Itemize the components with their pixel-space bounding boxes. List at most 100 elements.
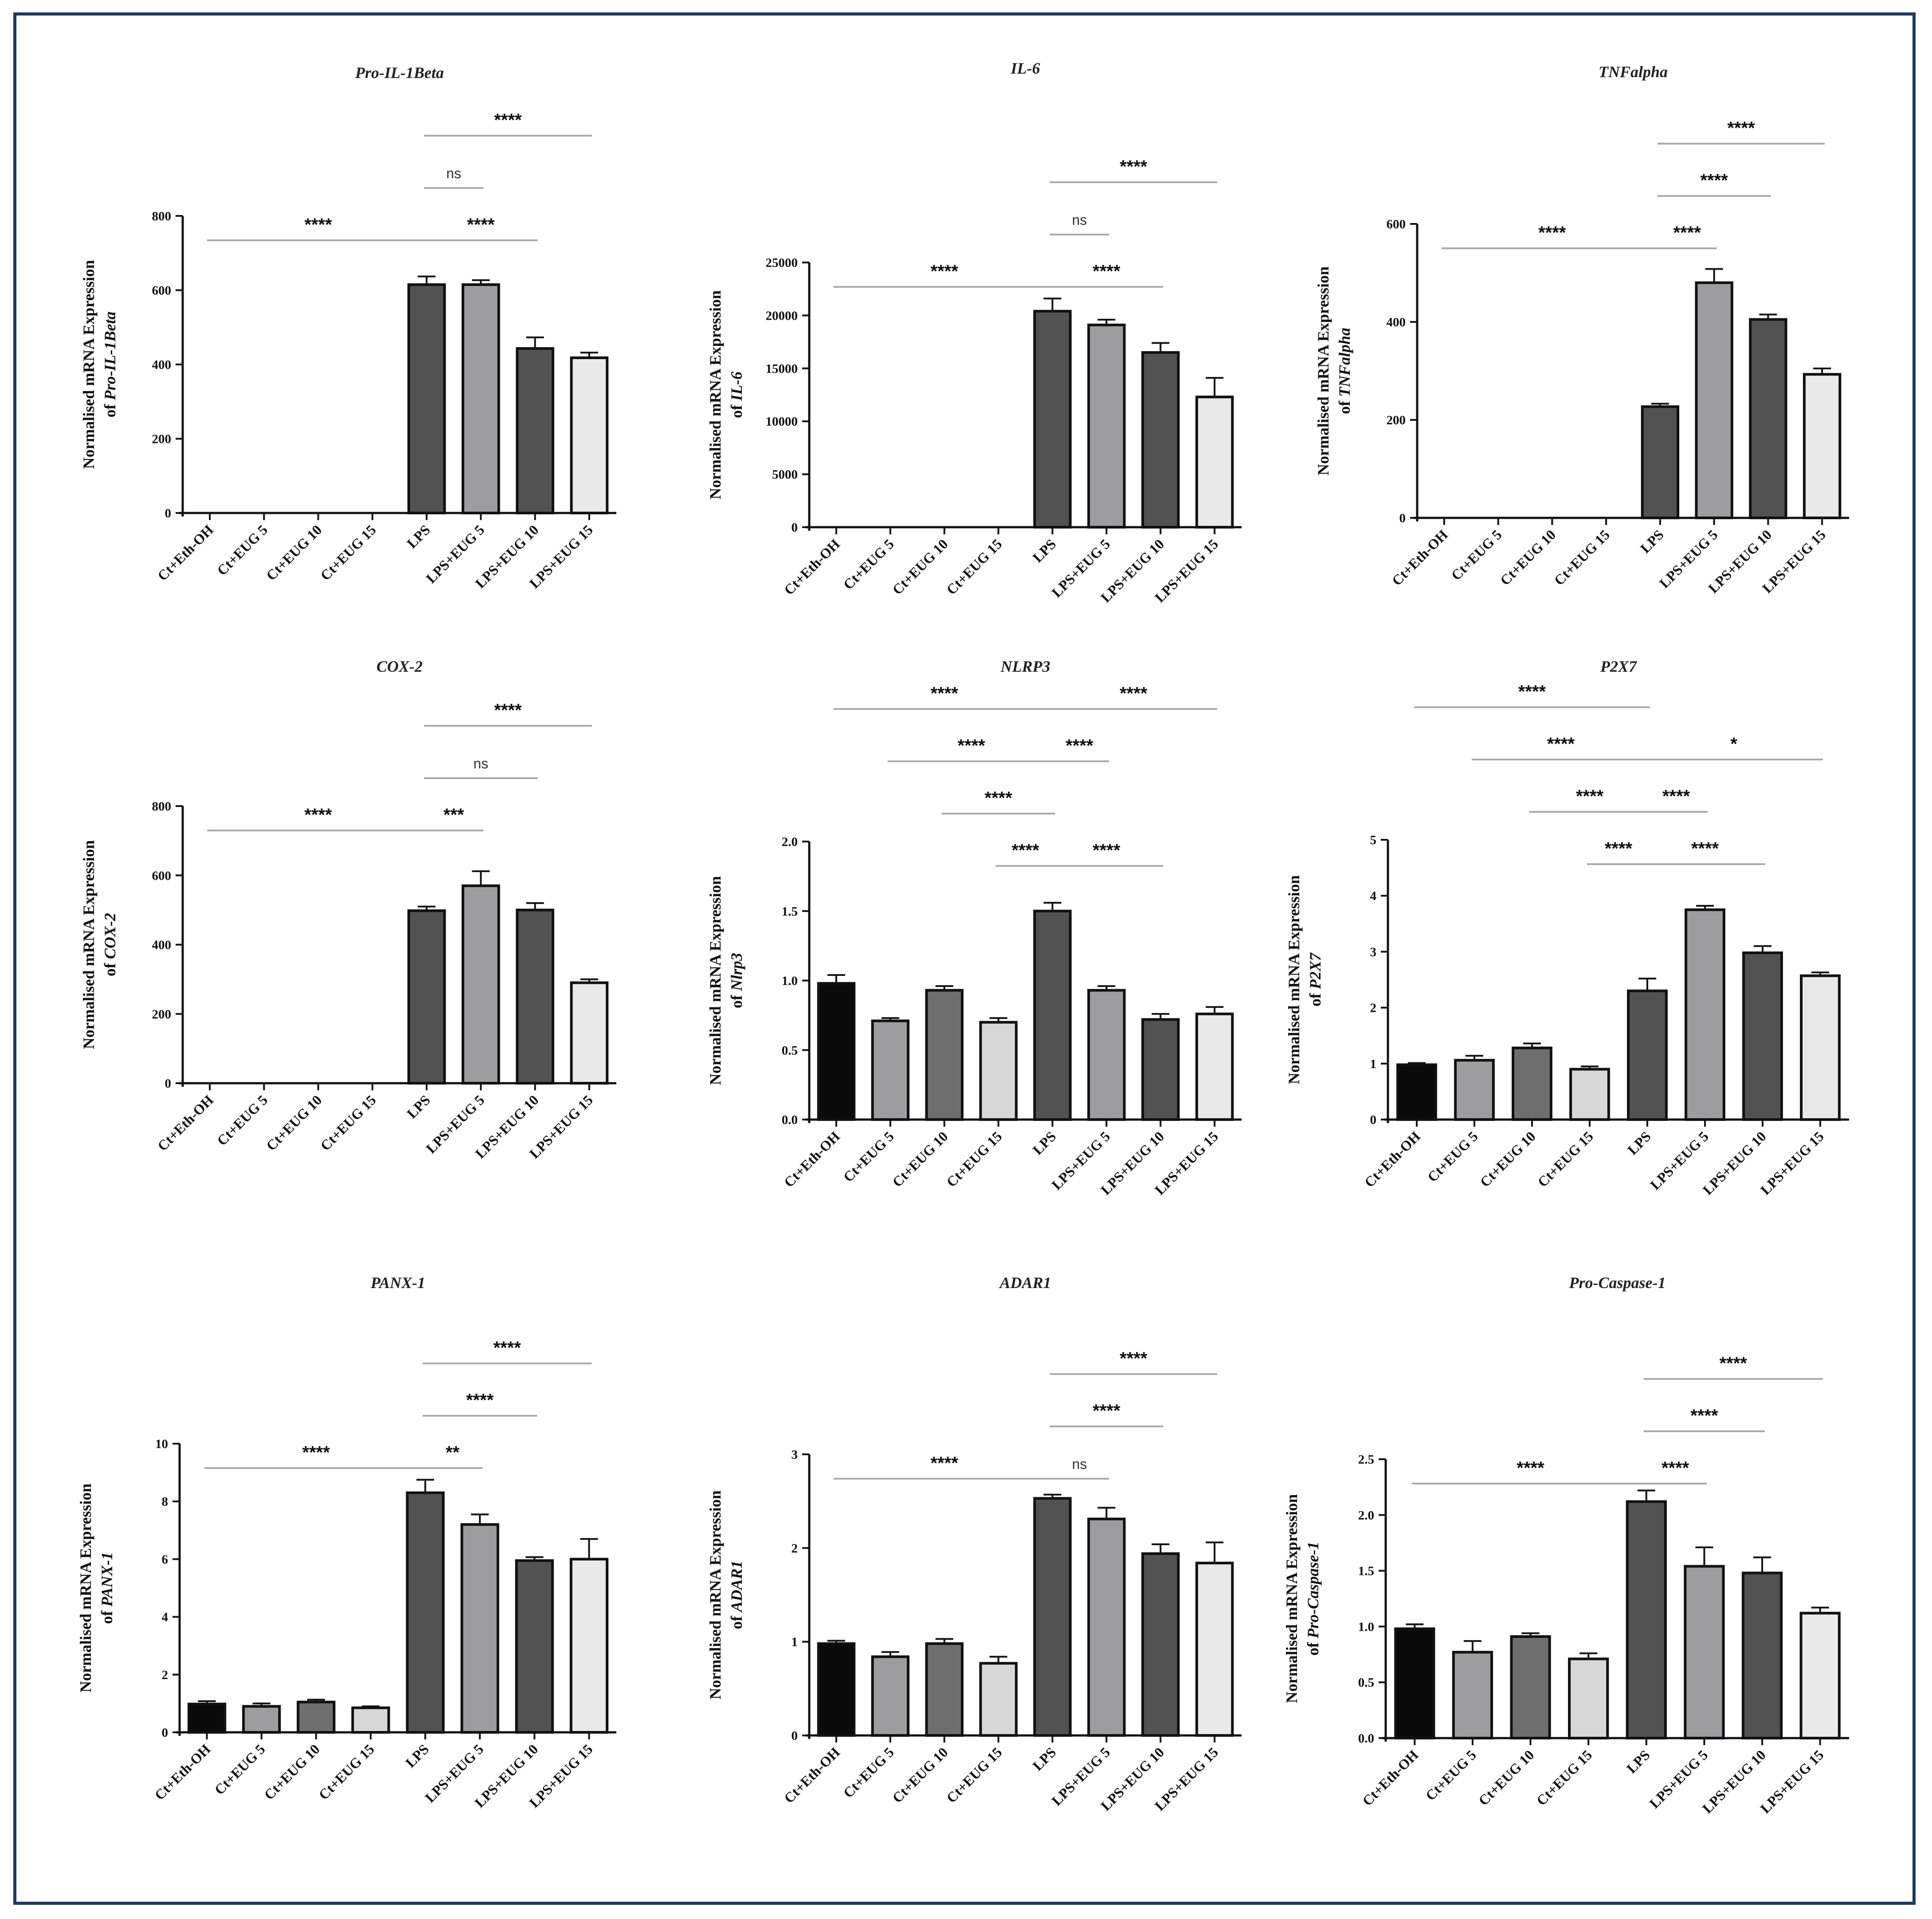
chart-title: TNFalpha: [1599, 63, 1668, 81]
x-category-label: Ct+EUG 5: [211, 1741, 268, 1798]
bar: [516, 909, 554, 1085]
significance-label: ****: [1727, 118, 1755, 138]
x-category-label: Ct+EUG 15: [1551, 526, 1613, 588]
significance-label: ns: [1072, 1456, 1087, 1472]
significance-label: ns: [446, 165, 461, 181]
bar: [979, 1662, 1018, 1737]
bar: [1512, 1046, 1552, 1121]
chart-9: Pro-Caspase-1 Normalised mRNA Expression o…: [1283, 1274, 1849, 1817]
significance-label: *: [1730, 734, 1737, 754]
bar: [871, 1655, 910, 1737]
significance-label: ****: [1720, 1354, 1748, 1373]
chart-title: P2X7: [1600, 658, 1638, 675]
x-category-label: LPS+EUG 5: [1647, 1128, 1712, 1193]
y-tick-label: 0.0: [1358, 1731, 1374, 1746]
bar: [817, 1642, 856, 1737]
x-category-label: Ct+EUG 5: [840, 1744, 897, 1801]
bar: [297, 1700, 336, 1734]
significance-label: ****: [1673, 223, 1701, 243]
x-category-label: Ct+EUG 10: [889, 536, 951, 598]
x-category-label: LPS: [404, 1092, 433, 1121]
x-category-label: Ct+EUG 5: [840, 536, 897, 592]
bar: [462, 884, 500, 1085]
x-category-label: Ct+EUG 10: [1497, 526, 1559, 588]
bar: [407, 283, 446, 514]
y-tick-label: 0: [165, 506, 172, 521]
y-tick-label: 800: [152, 799, 172, 814]
y-tick-label: 1.0: [782, 974, 798, 988]
chart-5: NLRP3 Normalised mRNA Expression of Nlrp3 0…: [706, 658, 1242, 1198]
significance-label: ***: [443, 805, 464, 825]
y-axis-label-gene: of ADAR1: [728, 1560, 745, 1629]
y-tick-label: 0: [792, 521, 798, 535]
bar: [1141, 1018, 1180, 1121]
bar: [1033, 309, 1072, 529]
y-tick-label: 4: [1370, 889, 1377, 903]
x-category-label: Ct+EUG 15: [943, 1128, 1005, 1190]
y-tick-label: 600: [152, 869, 172, 883]
x-category-label: LPS+EUG 5: [1646, 1747, 1711, 1811]
y-axis-label: Normalised mRNA Expression: [1283, 1494, 1301, 1703]
significance-label: ns: [473, 756, 488, 772]
bar: [570, 356, 609, 514]
significance-label: **: [446, 1443, 460, 1462]
significance-label: ****: [1120, 157, 1148, 176]
bar: [1685, 908, 1725, 1121]
y-tick-label: 0: [165, 1077, 172, 1091]
bar: [1141, 1552, 1180, 1737]
significance-label: ****: [1120, 684, 1148, 703]
x-category-label: Ct+Eth-OH: [1389, 526, 1451, 588]
bar: [925, 1642, 964, 1737]
figure-frame: [13, 12, 1916, 1905]
significance-label: ****: [1120, 1349, 1148, 1368]
x-category-label: Ct+EUG 15: [1534, 1128, 1596, 1190]
x-category-label: Ct+EUG 5: [1424, 1128, 1481, 1185]
y-tick-label: 2.0: [1358, 1508, 1374, 1523]
bar: [871, 1019, 910, 1121]
bar: [1087, 1517, 1126, 1737]
y-tick-label: 2.0: [782, 835, 798, 849]
significance-label: ****: [1662, 1458, 1689, 1478]
significance-label: ****: [1093, 262, 1121, 281]
y-tick-label: 400: [152, 358, 172, 372]
bar: [1396, 1063, 1437, 1121]
bar: [1741, 1571, 1783, 1740]
bar: [1568, 1657, 1609, 1740]
x-category-label: Ct+EUG 15: [317, 521, 379, 584]
y-tick-label: 3: [792, 1448, 798, 1462]
significance-label: ****: [1518, 682, 1546, 701]
y-axis-label-gene: of PANX-1: [98, 1552, 116, 1624]
x-category-label: Ct+Eth-OH: [781, 536, 843, 598]
y-tick-label: 0.0: [782, 1113, 798, 1127]
significance-label: ****: [1690, 1406, 1718, 1426]
chart-8: ADAR1 Normalised mRNA Expression of ADAR1 0…: [706, 1274, 1242, 1814]
y-tick-label: 3: [1370, 945, 1377, 959]
y-axis-label-gene: of Pro-IL-1Beta: [101, 312, 119, 418]
bar: [1087, 989, 1126, 1121]
y-tick-label: 8: [162, 1495, 169, 1509]
significance-label: ****: [1011, 841, 1039, 860]
bar: [1452, 1651, 1493, 1740]
significance-label: ****: [931, 684, 959, 703]
significance-label: ****: [931, 1453, 959, 1473]
significance-label: ****: [304, 805, 332, 825]
x-category-label: Ct+EUG 10: [1475, 1747, 1537, 1809]
x-category-label: Ct+EUG 10: [889, 1744, 951, 1806]
y-tick-label: 20000: [766, 309, 798, 323]
y-axis-label-gene: of Pro-Caspase-1: [1304, 1542, 1322, 1656]
x-category-label: Ct+EUG 15: [1533, 1747, 1595, 1809]
bar: [1684, 1565, 1725, 1739]
chart-6: P2X7 Normalised mRNA Expression of P2X7 0 1 2…: [1285, 658, 1849, 1198]
y-tick-label: 0: [1399, 511, 1406, 525]
y-tick-label: 0: [792, 1729, 798, 1743]
bar: [1641, 405, 1680, 519]
x-category-label: Ct+EUG 15: [317, 1092, 379, 1154]
y-axis-label: Normalised mRNA Expression: [1314, 266, 1332, 475]
y-tick-label: 400: [1387, 315, 1406, 329]
bar: [1742, 951, 1783, 1121]
bar: [1087, 323, 1126, 529]
y-axis-label: Normalised mRNA Expression: [80, 840, 98, 1049]
bar: [1394, 1627, 1435, 1739]
x-category-label: Ct+Eth-OH: [1361, 1128, 1423, 1190]
y-tick-label: 0.5: [1358, 1676, 1374, 1690]
